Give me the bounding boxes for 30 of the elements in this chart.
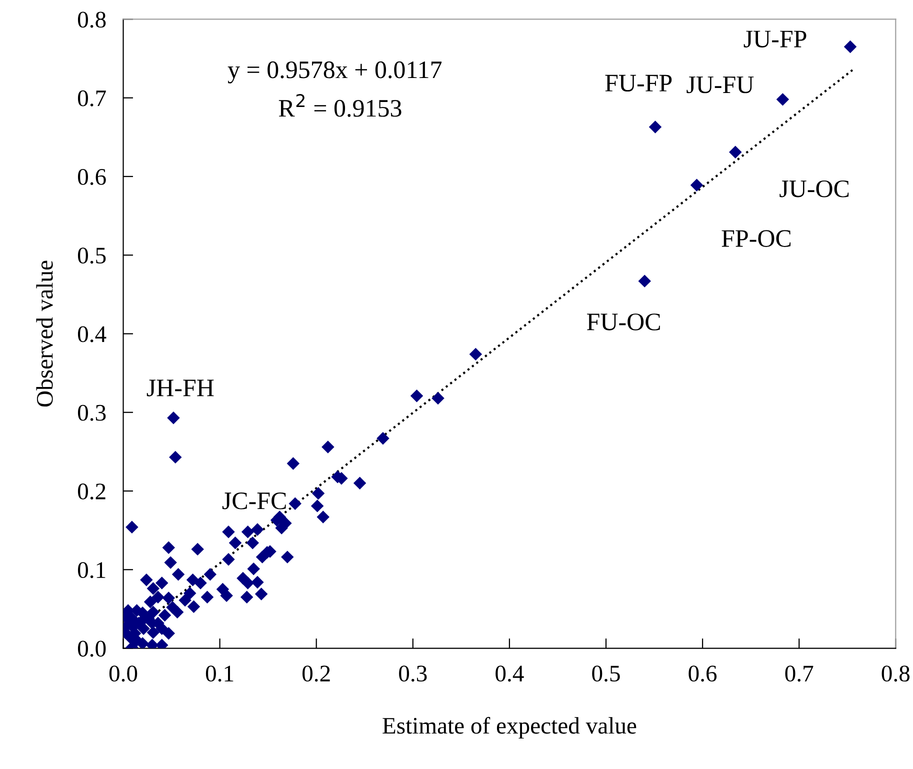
x-tick-label: 0.8 [882,666,910,682]
y-axis-title: Observed value [36,260,53,407]
annotation: JU-FP [744,30,806,48]
x-tick-label: 0.3 [399,666,427,682]
annotation: JU-OC [780,180,849,198]
annotation: FP-OC [722,230,791,247]
x-tick-label: 0.0 [109,666,138,682]
y-tick-label: 0.4 [78,326,106,342]
annotation: JH-FH [146,380,214,396]
y-tick-label: 0.0 [78,640,106,657]
x-axis-title: Estimate of expected value [382,716,636,739]
y-tick-label: 0.7 [78,90,106,106]
annotation: JU-FU [686,76,754,94]
y-tick-label: 0.6 [78,168,106,186]
y-tick-label: 0.2 [78,483,106,500]
x-tick-label: 0.4 [496,666,524,682]
annotation: FU-OC [587,314,660,330]
y-tick-label: 0.1 [78,562,106,578]
x-tick-label: 0.7 [785,666,814,682]
annotation: JC-FC [222,492,286,510]
annotation: R$^{2}$ = 0.9153 [278,94,402,117]
x-tick-label: 0.5 [592,666,620,682]
annotation: FU-FP [605,74,672,92]
x-tick-label: 0.1 [206,666,234,682]
x-tick-label: 0.6 [688,666,717,682]
y-tick-label: 0.5 [78,248,106,264]
x-tick-label: 0.2 [302,666,330,682]
y-tick-label: 0.8 [78,12,106,28]
annotation: y = 0.9578x + 0.0117 [228,61,442,84]
y-tick-label: 0.3 [78,404,106,421]
